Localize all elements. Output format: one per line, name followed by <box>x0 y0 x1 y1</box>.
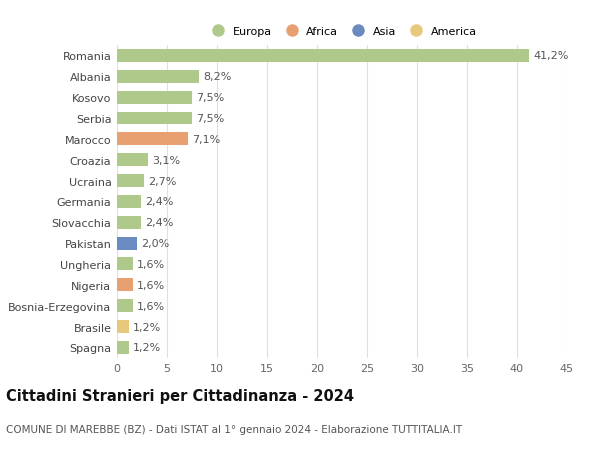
Bar <box>117 133 188 146</box>
Text: 3,1%: 3,1% <box>152 155 180 165</box>
Text: 1,6%: 1,6% <box>137 280 165 290</box>
Bar <box>117 112 192 125</box>
Bar <box>117 71 199 84</box>
Text: 8,2%: 8,2% <box>203 72 232 82</box>
Text: 7,1%: 7,1% <box>192 134 220 145</box>
Text: 1,2%: 1,2% <box>133 342 161 353</box>
Text: 2,4%: 2,4% <box>145 218 173 228</box>
Text: 2,7%: 2,7% <box>148 176 176 186</box>
Text: 2,0%: 2,0% <box>141 239 169 249</box>
Bar <box>117 154 148 167</box>
Text: 1,6%: 1,6% <box>137 259 165 269</box>
Legend: Europa, Africa, Asia, America: Europa, Africa, Asia, America <box>207 27 477 37</box>
Bar <box>117 196 141 208</box>
Bar <box>117 91 192 104</box>
Text: 1,6%: 1,6% <box>137 301 165 311</box>
Bar <box>117 216 141 229</box>
Text: 1,2%: 1,2% <box>133 322 161 332</box>
Bar <box>117 175 144 188</box>
Text: 7,5%: 7,5% <box>196 93 224 103</box>
Bar <box>117 341 129 354</box>
Bar <box>117 300 133 313</box>
Text: COMUNE DI MAREBBE (BZ) - Dati ISTAT al 1° gennaio 2024 - Elaborazione TUTTITALIA: COMUNE DI MAREBBE (BZ) - Dati ISTAT al 1… <box>6 425 462 435</box>
Text: Cittadini Stranieri per Cittadinanza - 2024: Cittadini Stranieri per Cittadinanza - 2… <box>6 388 354 403</box>
Bar <box>117 237 137 250</box>
Bar <box>117 258 133 271</box>
Bar <box>117 320 129 333</box>
Text: 41,2%: 41,2% <box>533 51 568 62</box>
Text: 7,5%: 7,5% <box>196 114 224 124</box>
Text: 2,4%: 2,4% <box>145 197 173 207</box>
Bar <box>117 50 529 63</box>
Bar <box>117 279 133 291</box>
